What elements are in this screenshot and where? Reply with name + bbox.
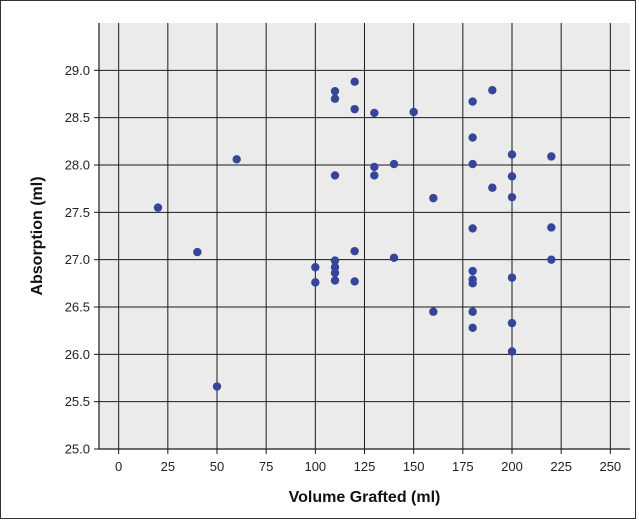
x-axis-title: Volume Grafted (ml) xyxy=(289,489,441,506)
data-point xyxy=(547,223,556,232)
x-tick-label: 25 xyxy=(161,459,175,474)
data-point xyxy=(507,347,517,356)
x-tick-label: 100 xyxy=(304,459,326,474)
x-tick-label: 200 xyxy=(501,459,523,474)
data-point xyxy=(350,246,359,256)
x-tick-label: 175 xyxy=(452,459,474,474)
data-point xyxy=(547,255,556,264)
y-tick-label: 25.0 xyxy=(65,442,90,457)
y-tick-label: 25.5 xyxy=(65,394,90,409)
data-point xyxy=(468,266,477,276)
data-point xyxy=(507,318,517,328)
data-point xyxy=(330,256,340,265)
data-point xyxy=(370,108,379,118)
x-tick-label: 225 xyxy=(550,459,572,474)
data-point xyxy=(468,307,477,316)
data-point xyxy=(468,97,477,106)
axes xyxy=(94,23,630,454)
data-point xyxy=(330,171,340,180)
data-point xyxy=(370,162,379,172)
y-tick-label: 26.0 xyxy=(65,347,90,362)
data-point xyxy=(547,152,556,161)
grid-lines xyxy=(99,23,630,450)
data-point xyxy=(507,150,517,159)
data-point xyxy=(507,192,517,202)
y-tick-label: 28.0 xyxy=(65,158,90,173)
data-point xyxy=(488,183,497,192)
data-point xyxy=(153,203,163,212)
y-tick-label: 27.5 xyxy=(65,205,90,220)
x-tick-label: 75 xyxy=(259,459,273,474)
data-point xyxy=(330,276,340,285)
y-tick-labels: 25.0 25.5 26.0 26.5 27.0 27.5 28.0 28.5 29.0 xyxy=(65,63,90,457)
data-point xyxy=(468,279,477,288)
data-point xyxy=(212,382,222,391)
data-point xyxy=(389,253,399,262)
data-point xyxy=(429,307,438,316)
data-point xyxy=(389,159,399,169)
data-point xyxy=(429,193,438,203)
x-tick-label: 0 xyxy=(115,459,122,474)
x-tick-label: 50 xyxy=(210,459,224,474)
data-point xyxy=(468,133,477,142)
data-point xyxy=(311,278,320,287)
data-point xyxy=(330,86,340,96)
data-point xyxy=(350,104,359,114)
data-point xyxy=(409,107,418,117)
data-point xyxy=(507,172,517,181)
y-tick-label: 28.5 xyxy=(65,110,90,125)
y-axis-title: Absorption (ml) xyxy=(29,176,46,295)
y-tick-label: 26.5 xyxy=(65,300,90,315)
data-point xyxy=(193,247,202,257)
data-point xyxy=(507,273,517,282)
data-point xyxy=(350,277,359,286)
x-tick-label: 250 xyxy=(599,459,621,474)
x-tick-label: 150 xyxy=(403,459,425,474)
x-tick-labels: 0 25 50 75 100 125 150 175 200 225 250 xyxy=(115,459,621,474)
y-tick-label: 29.0 xyxy=(65,63,90,78)
data-point xyxy=(350,77,359,86)
y-tick-label: 27.0 xyxy=(65,252,90,267)
data-points xyxy=(153,77,556,391)
x-tick-label: 125 xyxy=(354,459,376,474)
data-point xyxy=(468,159,477,169)
data-point xyxy=(468,323,477,333)
data-point xyxy=(370,171,379,180)
data-point xyxy=(232,155,241,164)
data-point xyxy=(468,224,477,233)
data-point xyxy=(330,94,340,103)
data-point xyxy=(488,86,497,95)
data-point xyxy=(330,268,340,278)
data-point xyxy=(311,263,320,272)
